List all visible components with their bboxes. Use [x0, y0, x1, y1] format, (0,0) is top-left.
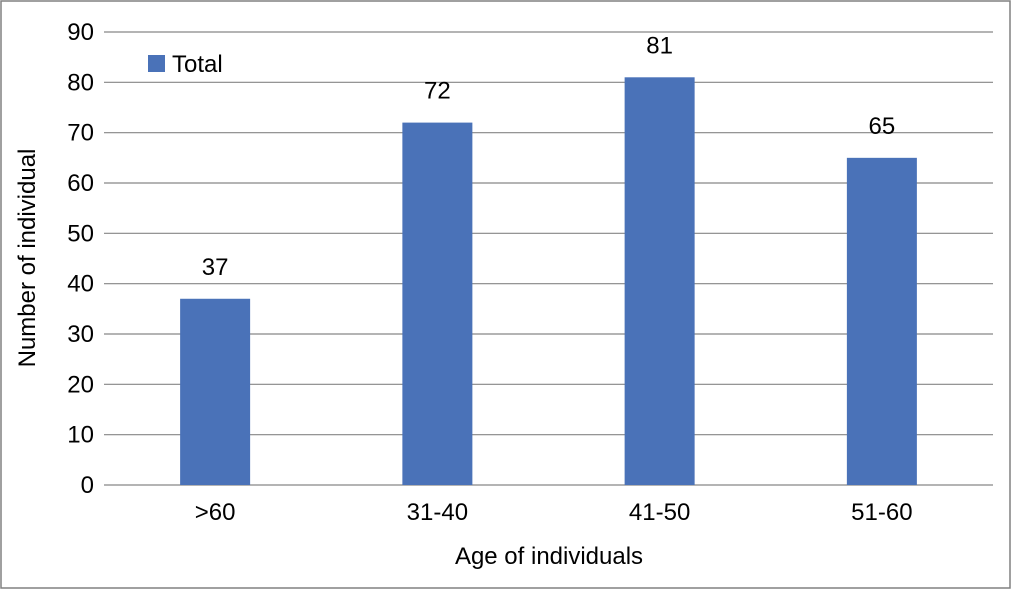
bars: [180, 77, 917, 486]
y-tick-label: 10: [67, 422, 94, 449]
x-tick-label: 31-40: [407, 499, 468, 526]
x-tick-label: >60: [195, 499, 236, 526]
y-tick-label: 70: [67, 120, 94, 147]
y-tick-label: 40: [67, 271, 94, 298]
gridlines: [104, 31, 993, 486]
legend-label: Total: [172, 51, 223, 78]
data-label: 37: [202, 254, 229, 281]
y-tick-label: 20: [67, 371, 94, 398]
y-tick-label: 90: [67, 19, 94, 46]
bar-31-40: [402, 122, 473, 485]
x-axis-ticks: >60 31-40 41-50 51-60: [195, 499, 913, 526]
legend: Total: [148, 51, 223, 78]
bar-51-60: [846, 157, 917, 486]
y-tick-label: 0: [81, 472, 94, 499]
data-labels: 37 72 81 65: [202, 32, 895, 280]
y-axis-ticks: 0 10 20 30 40 50 60 70 80 90: [67, 19, 94, 499]
y-axis-title: Number of individual: [14, 149, 41, 368]
y-tick-label: 80: [67, 69, 94, 96]
bar-41-50: [624, 77, 695, 486]
legend-swatch: [148, 55, 165, 72]
bar->60: [180, 298, 251, 485]
x-tick-label: 51-60: [851, 499, 912, 526]
y-tick-label: 30: [67, 321, 94, 348]
data-label: 81: [646, 32, 673, 59]
x-axis-title: Age of individuals: [455, 543, 643, 570]
y-tick-label: 50: [67, 220, 94, 247]
data-label: 65: [869, 113, 896, 140]
x-tick-label: 41-50: [629, 499, 690, 526]
y-tick-label: 60: [67, 170, 94, 197]
data-label: 72: [424, 78, 451, 105]
